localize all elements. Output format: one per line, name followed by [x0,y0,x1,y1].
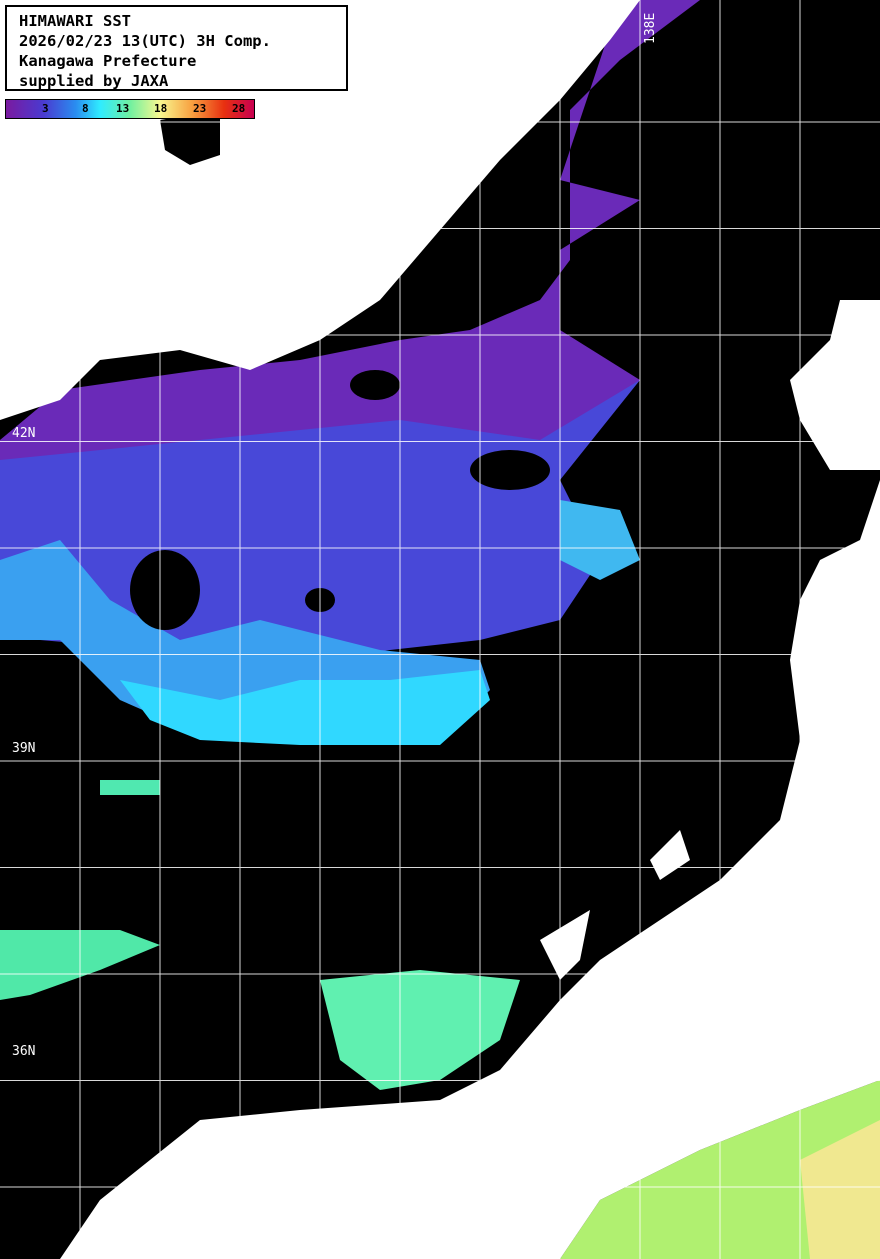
sst-cyan-band [120,670,490,745]
korea-cloud [160,110,220,165]
land-hokkaido [790,300,880,470]
colorbar-tick: 28 [232,102,246,115]
sst-cold-north [0,0,700,470]
title-line: Kanagawa Prefecture [19,52,197,70]
cloud-masks [130,370,550,630]
title-line: 2026/02/23 13(UTC) 3H Comp. [19,32,271,50]
title-line: HIMAWARI SST [19,12,131,30]
lat-label-42n: 42N [12,426,36,441]
land-noto [540,910,590,980]
sst-green-patch [320,970,520,1090]
sst-yellow-core [800,1120,880,1259]
sst-east-patch [560,500,640,580]
lon-label-138e: 138E [643,12,658,44]
land-honshu [60,480,880,1259]
colorbar-tick: 13 [116,102,130,115]
lat-label-39n: 39N [12,741,36,756]
title-line: supplied by JAXA [19,72,169,90]
colorbar-tick: 23 [193,102,207,115]
lat-label-36n: 36N [12,1044,36,1059]
colorbar-tick: 8 [82,102,89,115]
title-box: HIMAWARI SST 2026/02/23 13(UTC) 3H Comp.… [5,5,348,91]
sst-colorbar: 3 8 13 18 23 28 [5,99,255,119]
land-sado [650,830,690,880]
sst-green-small [100,780,160,795]
colorbar-tick: 18 [154,102,168,115]
colorbar-tick: 3 [42,102,49,115]
